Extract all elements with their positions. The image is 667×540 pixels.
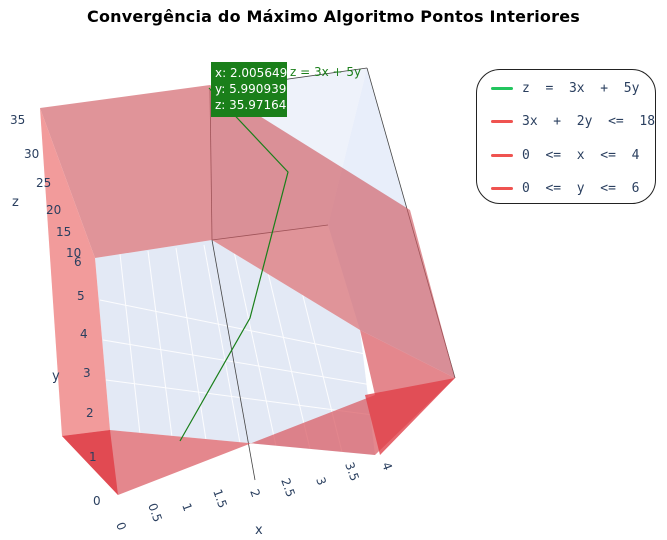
x-tick: 2 bbox=[247, 487, 263, 499]
z-tick: 10 bbox=[66, 246, 81, 260]
x-tick: 4 bbox=[379, 460, 395, 472]
z-tick: 35 bbox=[10, 113, 25, 127]
x-tick: 0.5 bbox=[145, 501, 165, 524]
y-tick: 1 bbox=[89, 450, 97, 464]
legend-swatch-red bbox=[491, 119, 513, 123]
legend-label: 0 <= y <= 6 bbox=[522, 180, 640, 196]
x-axis-title: x bbox=[255, 523, 263, 538]
legend: z = 3x + 5y 3x + 2y <= 18 0 <= x <= 4 0 … bbox=[476, 69, 656, 204]
convergence-path-z-3x-5y[interactable] bbox=[179, 87, 289, 442]
legend-item-constraint-y[interactable]: 0 <= y <= 6 bbox=[491, 178, 639, 198]
x-tick: 3 bbox=[313, 475, 329, 487]
scene-floor bbox=[95, 240, 375, 455]
z-axis-title: z bbox=[12, 195, 19, 210]
legend-swatch-red bbox=[491, 186, 513, 190]
constraint-plane-3x2y bbox=[40, 85, 455, 378]
hover-box bbox=[211, 62, 287, 117]
legend-swatch-red bbox=[491, 153, 513, 157]
constraint-plane-x-left bbox=[40, 108, 110, 436]
hover-z-value: z: 35.97164 bbox=[215, 98, 286, 112]
legend-label: 3x + 2y <= 18 bbox=[522, 113, 656, 129]
x-tick: 2.5 bbox=[278, 476, 298, 499]
z-tick: 15 bbox=[56, 225, 71, 239]
hover-trace-name: z = 3x + 5y bbox=[290, 65, 361, 79]
x-tick: 1 bbox=[179, 501, 195, 513]
y-axis-title: y bbox=[52, 369, 60, 384]
z-axis-ticks: 10 15 20 25 30 35 bbox=[10, 113, 81, 260]
legend-label: z = 3x + 5y bbox=[522, 80, 640, 96]
legend-swatch-green bbox=[491, 86, 513, 90]
y-tick: 5 bbox=[77, 289, 85, 303]
chart-title: Convergência do Máximo Algoritmo Pontos … bbox=[87, 7, 580, 26]
y-tick: 0 bbox=[93, 494, 101, 508]
y-tick: 6 bbox=[74, 255, 82, 269]
legend-label: 0 <= x <= 4 bbox=[522, 147, 640, 163]
hover-y-value: y: 5.990939 bbox=[215, 82, 286, 96]
legend-item-constraint-3x2y[interactable]: 3x + 2y <= 18 bbox=[491, 111, 655, 131]
y-tick: 3 bbox=[83, 366, 91, 380]
hover-x-value: x: 2.005649 bbox=[215, 66, 287, 80]
x-axis-ticks: 0 0.5 1 1.5 2 2.5 3 3.5 4 bbox=[113, 460, 395, 532]
z-tick: 25 bbox=[36, 176, 51, 190]
x-tick: 0 bbox=[113, 520, 129, 532]
constraint-corner-bottom-left bbox=[62, 430, 118, 495]
y-tick: 2 bbox=[86, 406, 94, 420]
hover-tooltip: x: 2.005649 y: 5.990939 z: 35.97164 z = … bbox=[211, 62, 361, 117]
z-tick: 20 bbox=[46, 203, 61, 217]
y-axis-ticks: 0 1 2 3 4 5 6 bbox=[74, 255, 101, 508]
legend-item-objective[interactable]: z = 3x + 5y bbox=[491, 78, 639, 98]
constraint-plane-y-bottom bbox=[62, 330, 455, 495]
y-tick: 4 bbox=[80, 327, 88, 341]
x-tick: 3.5 bbox=[342, 460, 362, 483]
constraint-corner-bottom-right bbox=[365, 378, 455, 455]
z-tick: 30 bbox=[24, 147, 39, 161]
x-tick: 1.5 bbox=[210, 487, 230, 510]
legend-item-constraint-x[interactable]: 0 <= x <= 4 bbox=[491, 145, 639, 165]
